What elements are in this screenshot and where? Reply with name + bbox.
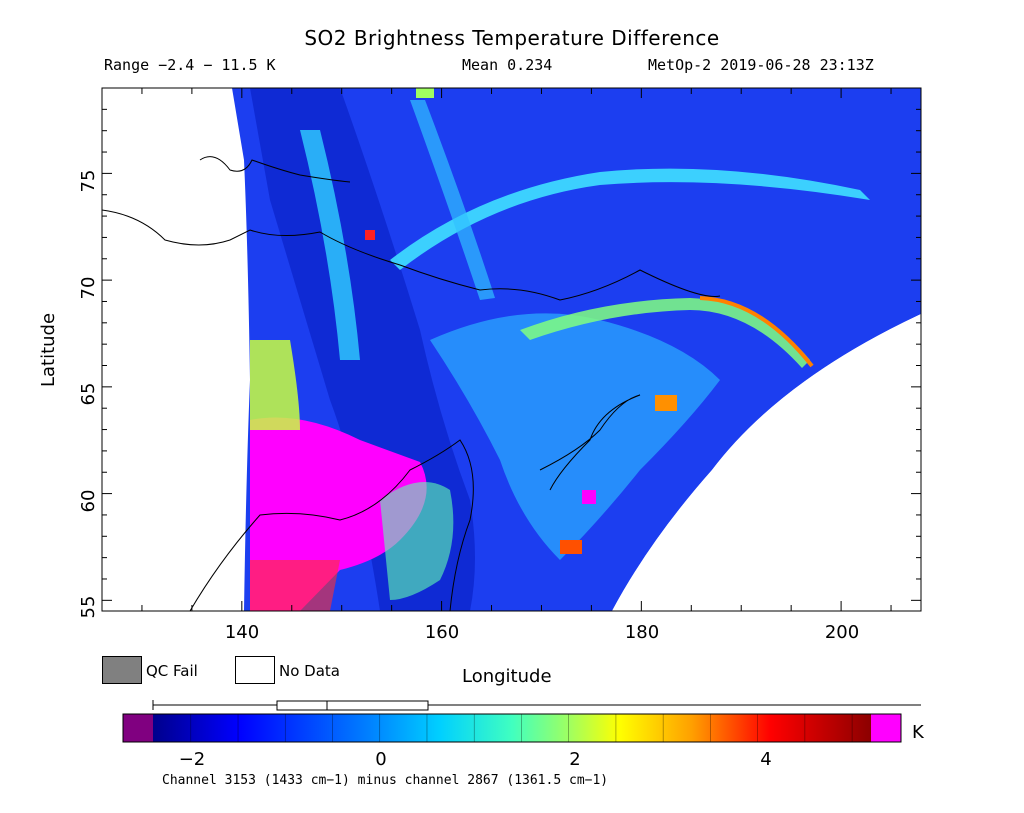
colorbar-over [871,714,901,742]
hotspot [416,88,434,98]
satellite-text: MetOp-2 2019-06-28 23:13Z [648,56,874,74]
colorbar-frame [122,713,902,743]
hotspot [365,230,375,240]
hotspot [655,395,677,411]
swath-cyan-streak-4 [410,100,495,300]
colorbar-tick-label: 2 [569,749,580,770]
x-tick-label: 200 [825,622,859,643]
colorbar-under [123,714,153,742]
y-axis-title: Latitude [38,313,59,387]
no-data-region [612,314,921,611]
y-tick-label: 75 [78,170,99,193]
y-tick-label: 70 [78,277,99,300]
colorbar-gradient [153,714,871,742]
colorbar-tick-label: 4 [760,749,771,770]
swath-cyan-region [430,313,720,560]
x-tick-label: 180 [625,622,659,643]
range-text: Range −2.4 − 11.5 K [104,56,276,74]
y-tick-label: 65 [78,383,99,406]
hotspot [560,540,582,554]
swath-cyan-streak-3 [300,130,360,360]
coastline-east [539,394,641,491]
x-tick-label: 140 [225,622,259,643]
no-data-label: No Data [279,662,340,680]
coastline-north [199,156,351,183]
colorbar-tick-label: 0 [375,749,386,770]
map-title: SO2 Brightness Temperature Difference [304,26,720,50]
hotspot [582,490,596,504]
mean-text: Mean 0.234 [462,56,553,74]
noisy-region [250,340,300,430]
swath-hot-line [699,296,814,368]
colorbar-tick-label: −2 [179,749,206,770]
coastline-south [189,439,474,611]
noisy-region-3 [380,482,454,600]
swath-data [102,88,921,611]
swath-streak-2 [520,298,810,368]
y-tick-label: 60 [78,490,99,513]
boxplot-box [276,700,429,711]
coastline [102,209,721,301]
noisy-region-2 [250,560,340,611]
y-tick-label: 55 [78,596,99,619]
axis-ticks [102,87,921,611]
qc-fail-swatch [102,656,142,684]
colorbar-unit: K [912,722,925,743]
x-tick-label: 160 [425,622,459,643]
colorbar-ticks [190,714,853,742]
plot-frame [101,87,922,612]
x-axis-title: Longitude [462,666,552,687]
no-data-swatch [235,656,275,684]
colorbar-caption: Channel 3153 (1433 cm−1) minus channel 2… [162,773,609,788]
qc-fail-label: QC Fail [146,662,198,680]
